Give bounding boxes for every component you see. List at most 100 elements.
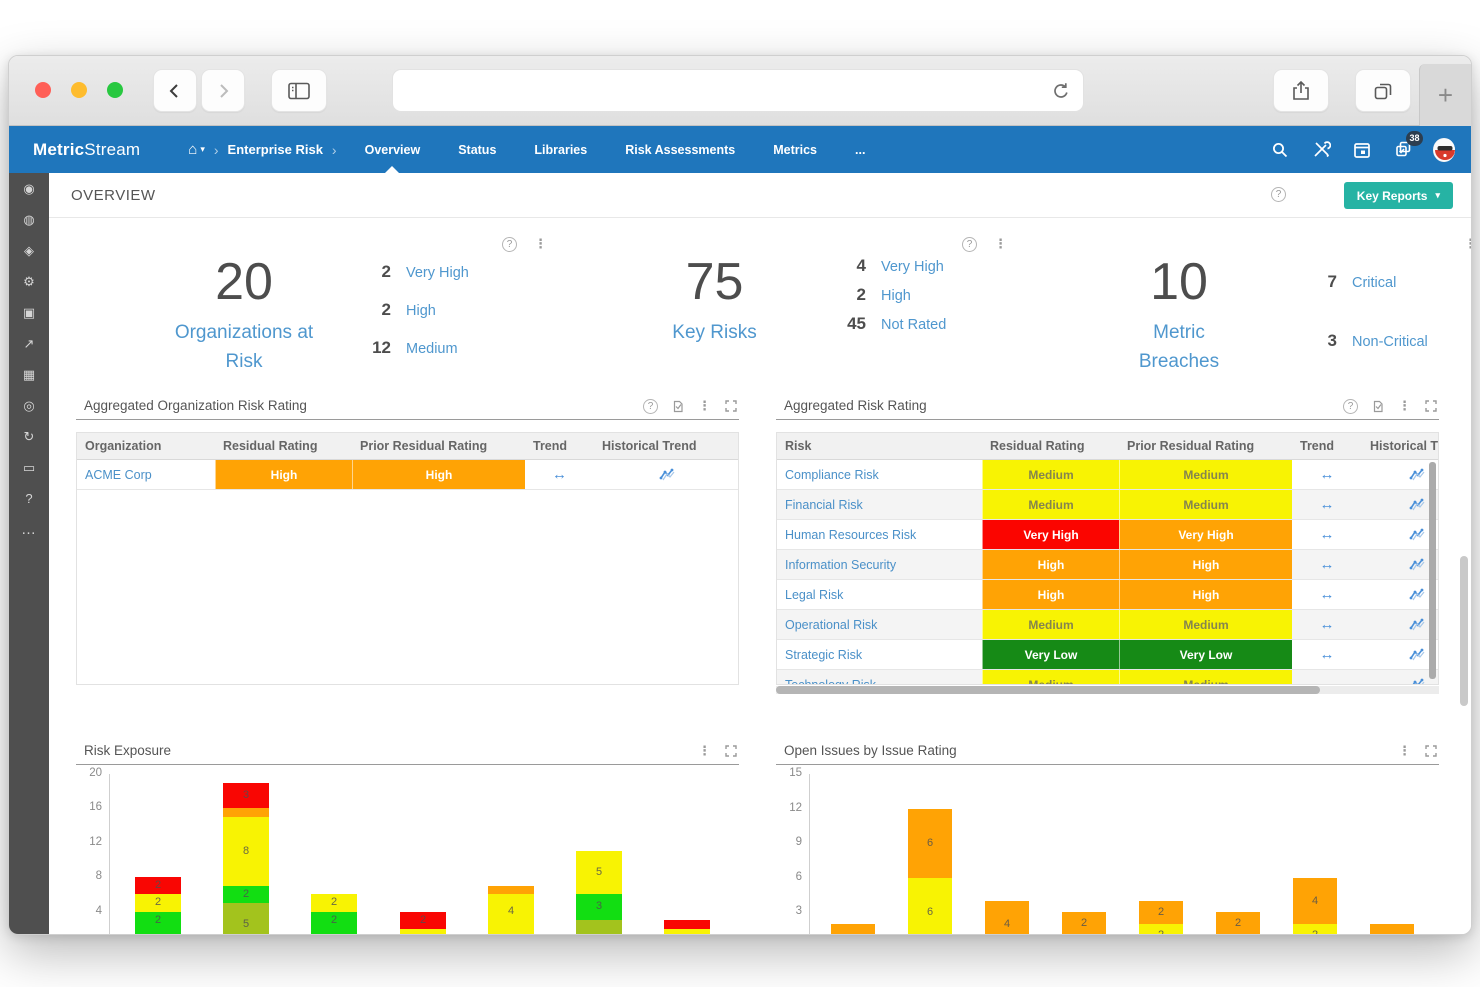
breakdown-label-very-high[interactable]: Very High	[881, 259, 944, 275]
nav-item-metrics[interactable]: Metrics	[754, 126, 836, 173]
trend-cell[interactable]: ↔	[1292, 460, 1362, 489]
historical-trend-cell[interactable]	[594, 460, 739, 489]
table-row[interactable]: Operational RiskMediumMedium↔	[777, 610, 1438, 640]
kebab-menu-icon[interactable]: ⋮	[534, 236, 547, 252]
breakdown-label-high[interactable]: High	[406, 303, 436, 319]
prior-residual-rating-cell[interactable]: Very High	[1119, 520, 1292, 549]
residual-rating-cell[interactable]: High	[982, 580, 1119, 609]
prior-residual-rating-cell[interactable]: High	[1119, 580, 1292, 609]
bar-segment-olive[interactable]: 5	[223, 903, 269, 935]
nav-item-overview[interactable]: Overview	[346, 126, 440, 173]
bar-segment-green[interactable]: 2	[135, 912, 181, 929]
prior-residual-rating-cell[interactable]: Medium	[1119, 490, 1292, 519]
tab-overview-button[interactable]	[1355, 69, 1411, 112]
risk-name-link[interactable]: Financial Risk	[777, 490, 982, 519]
table-row[interactable]: Strategic RiskVery LowVery Low↔	[777, 640, 1438, 670]
prior-residual-rating-cell[interactable]: High	[1119, 550, 1292, 579]
breakdown-label-high[interactable]: High	[881, 288, 911, 304]
address-bar[interactable]	[392, 69, 1084, 112]
assessment-icon[interactable]: ▣	[9, 297, 49, 328]
historical-trend-cell[interactable]	[1362, 460, 1439, 489]
search-icon[interactable]	[1269, 139, 1291, 161]
bar-segment-orange[interactable]	[488, 886, 534, 895]
bar-segment-yellow[interactable]	[664, 929, 710, 935]
bar-segment-green[interactable]	[135, 929, 181, 935]
help-icon[interactable]: ?	[1343, 399, 1358, 414]
trend-cell[interactable]: ↔	[1292, 490, 1362, 519]
column-header-organization[interactable]: Organization	[77, 433, 215, 459]
risk-name-link[interactable]: Information Security	[777, 550, 982, 579]
table-row[interactable]: Human Resources RiskVery HighVery High↔	[777, 520, 1438, 550]
bar-segment-yellow[interactable]: 6	[908, 878, 952, 936]
residual-rating-cell[interactable]: Very High	[982, 520, 1119, 549]
historical-trend-cell[interactable]	[1362, 670, 1439, 685]
risk-name-link[interactable]: Strategic Risk	[777, 640, 982, 669]
bar-segment-orange[interactable]: 4	[985, 901, 1029, 936]
expand-icon[interactable]	[725, 400, 737, 412]
grid-icon[interactable]: ▦	[9, 359, 49, 390]
breakdown-label-medium[interactable]: Medium	[406, 341, 458, 357]
bar-segment-orange[interactable]: 6	[908, 809, 952, 878]
more-icon[interactable]: …	[9, 514, 49, 545]
risk-name-link[interactable]: ACME Corp	[77, 460, 215, 489]
kebab-menu-icon[interactable]: ⋮	[698, 398, 711, 414]
table-row[interactable]: Compliance RiskMediumMedium↔	[777, 460, 1438, 490]
column-header-prior-residual-rating[interactable]: Prior Residual Rating	[352, 433, 525, 459]
residual-rating-cell[interactable]: Medium	[982, 460, 1119, 489]
expand-icon[interactable]	[1425, 400, 1437, 412]
forward-button[interactable]	[201, 69, 245, 112]
bar-segment-yellow[interactable]: 5	[576, 851, 622, 894]
historical-trend-cell[interactable]	[1362, 610, 1439, 639]
target-icon[interactable]: ◈	[9, 235, 49, 266]
page-help-icon[interactable]: ?	[1271, 187, 1286, 202]
trend-cell[interactable]: ↔	[1292, 580, 1362, 609]
table-vertical-scrollbar[interactable]	[1429, 462, 1436, 679]
trend-icon[interactable]: ↗	[9, 328, 49, 359]
table-row[interactable]: ACME CorpHighHigh↔	[77, 460, 738, 490]
column-header-risk[interactable]: Risk	[777, 433, 982, 459]
historical-trend-cell[interactable]	[1362, 550, 1439, 579]
risk-name-link[interactable]: Legal Risk	[777, 580, 982, 609]
back-button[interactable]	[153, 69, 197, 112]
bar-segment-orange[interactable]	[1370, 924, 1414, 936]
risk-name-link[interactable]: Human Resources Risk	[777, 520, 982, 549]
breakdown-label-not-rated[interactable]: Not Rated	[881, 317, 946, 333]
trend-cell[interactable]: ↔	[1292, 550, 1362, 579]
home-icon[interactable]: ⌂	[188, 141, 197, 158]
bar-segment-yellow[interactable]: 2	[1293, 924, 1337, 936]
bar-segment-red[interactable]	[664, 920, 710, 929]
trend-cell[interactable]: ↔	[525, 460, 594, 489]
bar-segment-orange[interactable]: 2	[1139, 901, 1183, 924]
expand-icon[interactable]	[1425, 745, 1437, 757]
kpi-label[interactable]: Key Risks	[642, 318, 787, 347]
zoom-window-button[interactable]	[107, 82, 123, 98]
bar-segment-orange[interactable]: 4	[1293, 878, 1337, 924]
table-row[interactable]: Technology RiskMediumMedium↔	[777, 670, 1438, 685]
residual-rating-cell[interactable]: Medium	[982, 610, 1119, 639]
nav-item-[interactable]: ...	[836, 126, 884, 173]
bar-segment-green[interactable]: 3	[576, 894, 622, 920]
risk-name-link[interactable]: Operational Risk	[777, 610, 982, 639]
help-icon[interactable]: ?	[962, 237, 977, 252]
risk-name-link[interactable]: Compliance Risk	[777, 460, 982, 489]
bar-segment-red[interactable]: 2	[400, 912, 446, 929]
share-button[interactable]	[1273, 69, 1329, 112]
trend-cell[interactable]: ↔	[1292, 610, 1362, 639]
pin-icon[interactable]	[672, 400, 684, 413]
tasks-icon[interactable]: 38	[1392, 139, 1414, 161]
bar-segment-yellow[interactable]: 2	[311, 894, 357, 911]
risk-name-link[interactable]: Technology Risk	[777, 670, 982, 685]
kebab-menu-icon[interactable]: ⋮	[994, 236, 1007, 252]
trend-cell[interactable]: ↔	[1292, 520, 1362, 549]
bar-segment-yellow[interactable]	[400, 929, 446, 935]
bar-segment-red[interactable]: 3	[223, 783, 269, 809]
pin-icon[interactable]	[1372, 400, 1384, 413]
new-tab-button[interactable]: +	[1419, 64, 1471, 126]
trend-cell[interactable]: ↔	[1292, 640, 1362, 669]
residual-rating-cell[interactable]: Very Low	[982, 640, 1119, 669]
bar-segment-green[interactable]: 2	[223, 886, 269, 903]
breadcrumb-enterprise-risk[interactable]: Enterprise Risk	[228, 142, 323, 157]
breakdown-label-very-high[interactable]: Very High	[406, 265, 469, 281]
help-icon[interactable]: ?	[502, 237, 517, 252]
residual-rating-cell[interactable]: High	[215, 460, 352, 489]
